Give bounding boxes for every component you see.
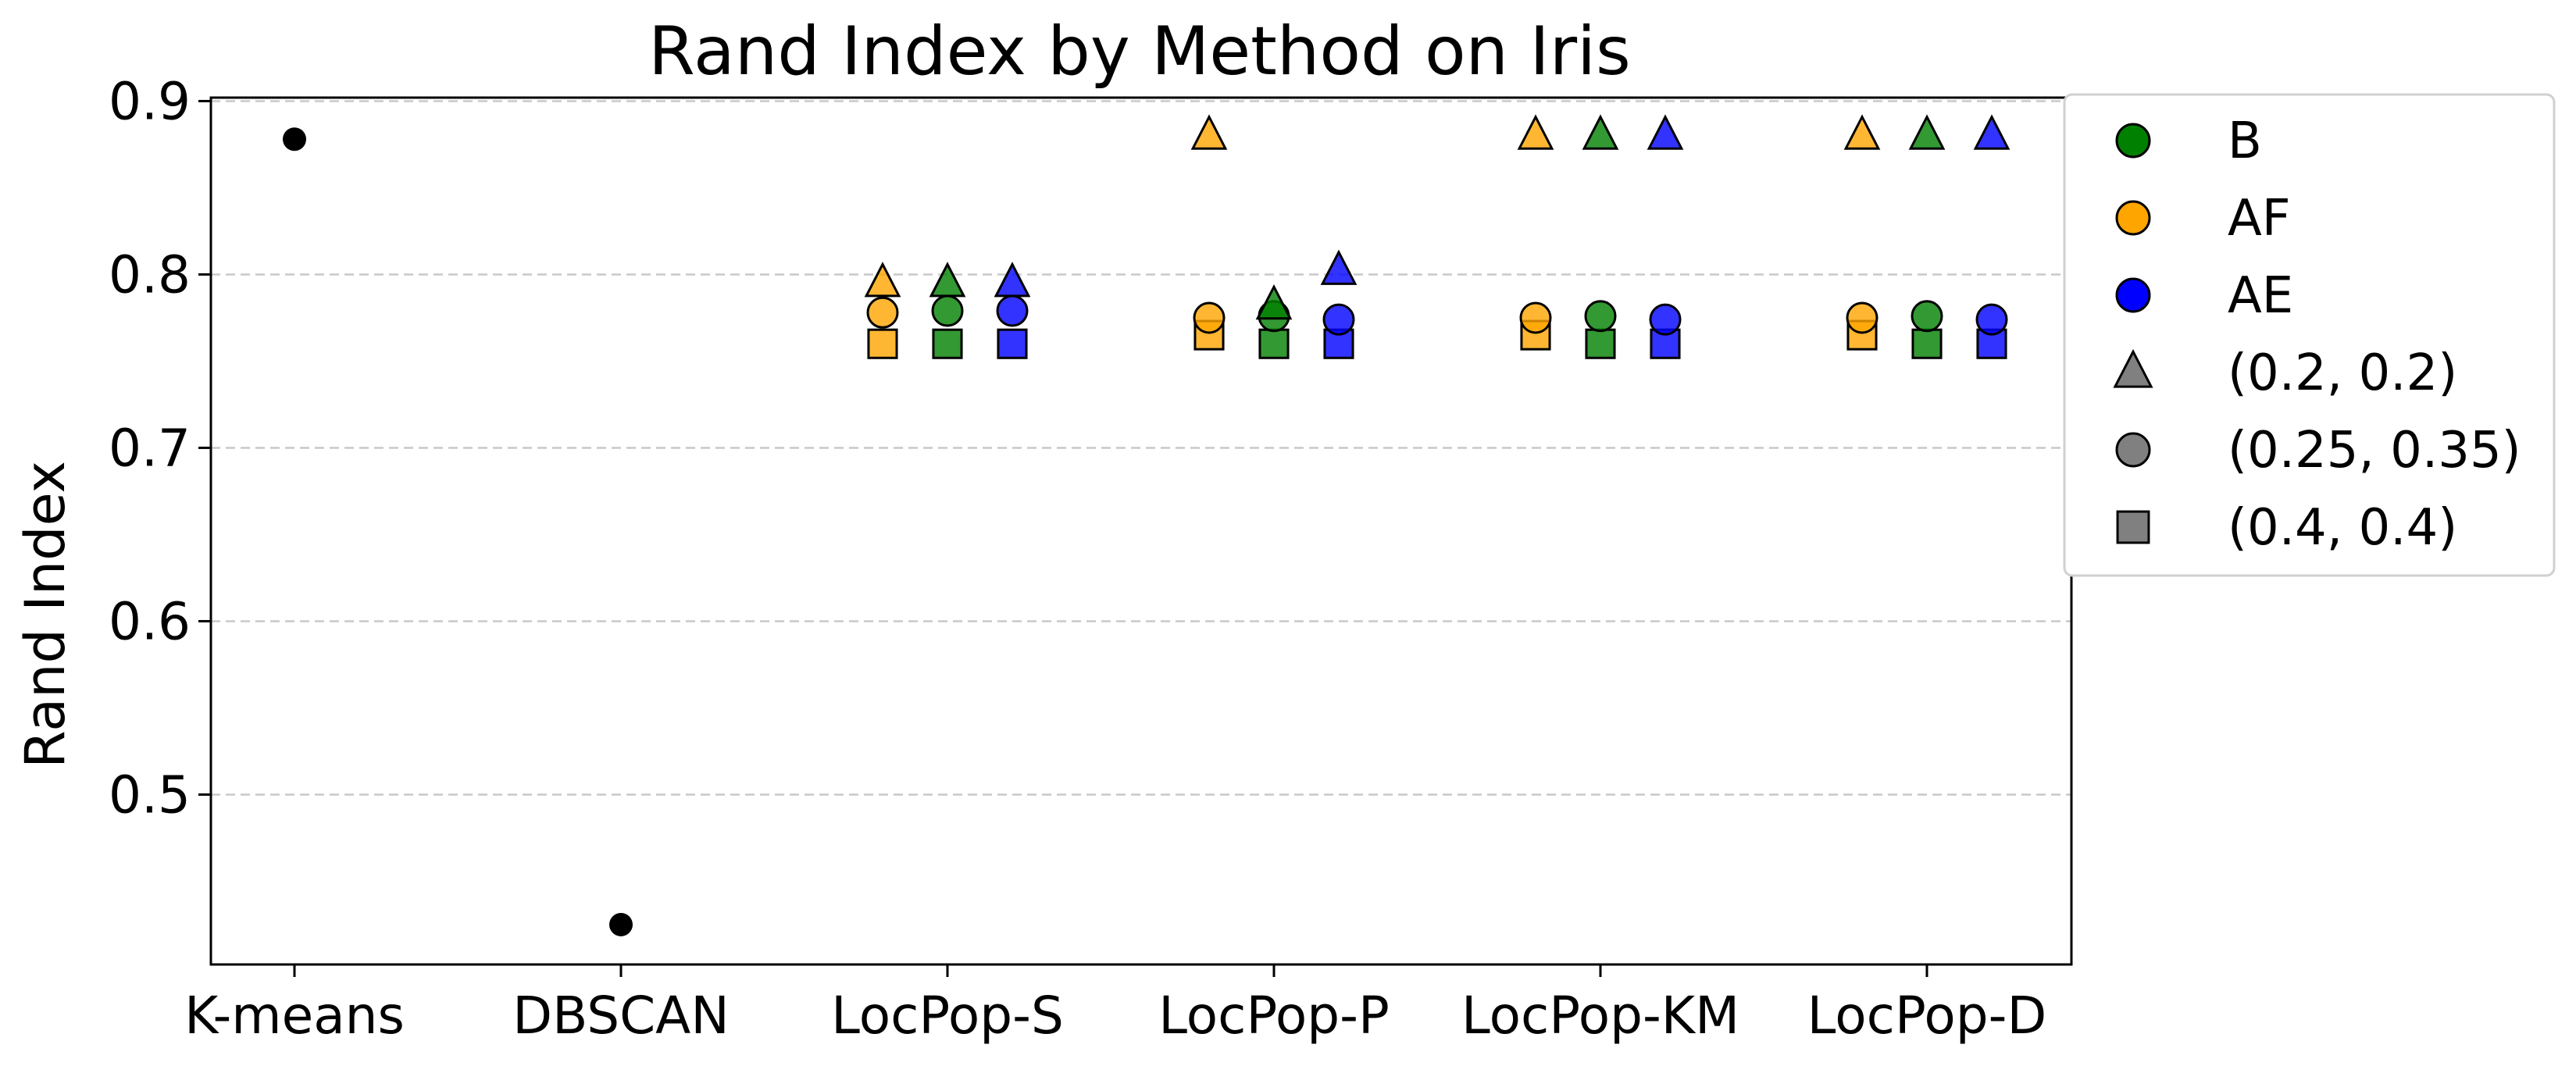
point-locpop-d-af-0-2-0-2 <box>1843 114 1881 150</box>
point-locpop-km-ae-0-2-0-2 <box>1647 114 1684 150</box>
legend-marker-0-2-0-2 <box>2113 349 2153 388</box>
point-locpop-s-ae-0-4-0-4 <box>997 328 1028 359</box>
legend-label-0-4-0-4: (0.4, 0.4) <box>2228 499 2457 557</box>
point-locpop-p-ae-0-25-0-35 <box>1322 303 1355 336</box>
x-tick-label: K-means <box>184 986 405 1046</box>
legend-label-0-25-0-35: (0.25, 0.35) <box>2228 422 2521 480</box>
legend: B AF AE (0.2, 0.2) (0.25, 0.35) (0.4, 0.4) <box>2063 93 2556 577</box>
plot-frame <box>209 96 2073 966</box>
y-tick-label: 0.9 <box>109 71 191 131</box>
point-locpop-d-ae-0-25-0-35 <box>1975 303 2008 336</box>
point-locpop-s-b-0-2-0-2 <box>929 262 966 298</box>
point-locpop-s-ae-0-25-0-35 <box>996 294 1029 327</box>
point-locpop-d-b-0-25-0-35 <box>1911 300 1943 333</box>
point-locpop-p-af-0-2-0-2 <box>1190 114 1228 150</box>
point-locpop-d-ae-0-2-0-2 <box>1973 114 2010 150</box>
x-tick-label: LocPop-KM <box>1461 986 1739 1046</box>
legend-marker-b <box>2115 123 2151 159</box>
point-locpop-s-b-0-4-0-4 <box>932 328 963 359</box>
x-tick-label: LocPop-S <box>831 986 1064 1046</box>
point-locpop-p-ae-0-2-0-2 <box>1320 249 1358 285</box>
axes: 0.5 0.6 0.7 0.8 0.9 K-means DBSCAN LocPop-S LocP… <box>109 71 2073 1046</box>
point-locpop-s-af-0-2-0-2 <box>864 262 901 298</box>
point-locpop-km-b-0-25-0-35 <box>1584 300 1617 333</box>
legend-marker-0-25-0-35 <box>2115 432 2151 468</box>
x-tick-label: LocPop-D <box>1807 986 2047 1046</box>
point-locpop-p-b-0-2-0-2 <box>1255 283 1293 320</box>
chart-title: Rand Index by Method on Iris <box>648 12 1631 91</box>
point-locpop-d-af-0-25-0-35 <box>1846 301 1878 334</box>
data-points <box>283 114 2010 936</box>
x-tick-label: LocPop-P <box>1158 986 1390 1046</box>
legend-label-af: AF <box>2228 190 2291 248</box>
point-dbscan <box>609 912 633 936</box>
legend-label-ae: AE <box>2228 267 2293 325</box>
legend-label-0-2-0-2: (0.2, 0.2) <box>2228 344 2457 402</box>
point-locpop-s-ae-0-2-0-2 <box>994 262 1031 298</box>
legend-marker-ae <box>2115 277 2151 313</box>
point-locpop-km-af-0-25-0-35 <box>1519 301 1552 334</box>
point-locpop-km-ae-0-25-0-35 <box>1649 303 1682 336</box>
point-locpop-s-af-0-25-0-35 <box>866 296 899 329</box>
point-locpop-p-b-0-4-0-4 <box>1258 328 1290 359</box>
point-locpop-km-b-0-4-0-4 <box>1585 328 1616 359</box>
y-tick-label: 0.5 <box>109 765 191 825</box>
point-locpop-km-af-0-2-0-2 <box>1517 114 1554 150</box>
y-tick-label: 0.6 <box>109 591 191 651</box>
point-locpop-s-b-0-25-0-35 <box>931 294 964 327</box>
y-tick-label: 0.8 <box>109 244 191 305</box>
legend-box <box>2063 93 2556 577</box>
point-locpop-km-b-0-2-0-2 <box>1582 114 1619 150</box>
y-axis-label: Rand Index <box>13 461 77 768</box>
point-locpop-d-b-0-4-0-4 <box>1911 328 1943 359</box>
point-locpop-s-af-0-4-0-4 <box>867 328 898 359</box>
y-tick-label: 0.7 <box>109 418 191 478</box>
legend-marker-0-4-0-4 <box>2116 510 2150 544</box>
x-tick-label: DBSCAN <box>512 986 729 1046</box>
gridlines <box>211 100 2071 796</box>
point-locpop-p-af-0-25-0-35 <box>1193 301 1226 334</box>
legend-marker-af <box>2115 200 2151 236</box>
legend-label-b: B <box>2228 112 2262 170</box>
point-k-means <box>283 127 306 152</box>
point-locpop-d-b-0-2-0-2 <box>1908 114 1946 150</box>
